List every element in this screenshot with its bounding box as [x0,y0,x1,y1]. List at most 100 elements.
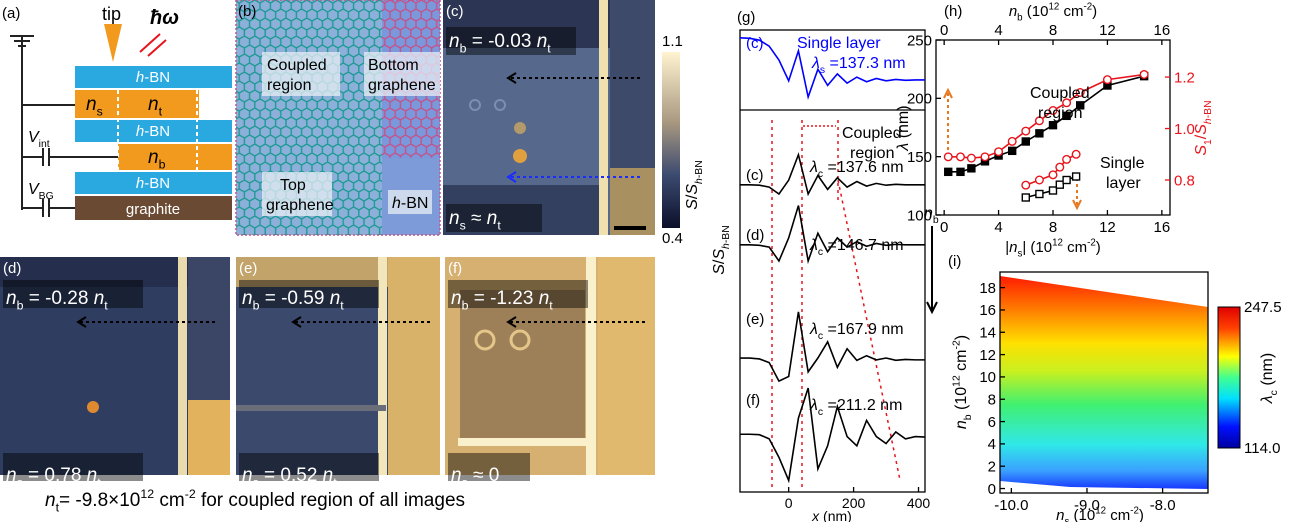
text-part: (10 [1069,507,1095,522]
text-part: n [86,94,97,115]
x2-tick-label: 4 [994,22,1002,39]
text-part: s [1064,517,1069,522]
text-part: = -0.03 [466,31,536,52]
layer-label: h-BN [136,123,170,140]
annotation: region [1038,105,1082,122]
text-part: b [17,299,24,313]
point [994,147,1004,157]
text-part: t [340,299,344,313]
text-part: n [537,31,548,52]
text-part: n [330,288,341,309]
series-line [740,152,925,197]
point [1055,162,1065,172]
text-part: = -0.28 [23,288,93,309]
text-part: n [953,420,970,429]
text-part: s [462,476,468,490]
text-part: λ [809,159,818,176]
text-part: cm [154,490,185,511]
x2-tick-label: 0 [940,22,948,39]
panel-label: (e) [239,260,257,277]
x2-tick-label: 12 [1099,22,1116,39]
text-part: = 0.52 [259,465,323,486]
text-part: n [45,490,56,511]
text-part: n [6,288,17,309]
x2-tick-label: 8 [1049,22,1057,39]
text-part: -BN [401,195,429,212]
panel-d-scan [0,257,230,481]
text-part: n [1009,239,1017,256]
series-line [739,37,925,100]
point [956,167,965,177]
x-tick-label: 16 [1153,219,1170,236]
text-part: n [449,208,460,229]
annotation: Coupled [1030,85,1090,102]
x2-tick-label: 16 [1153,22,1170,39]
y2-axis-title: S1/Sh-BN [1193,100,1214,155]
text-part: =146.7 nm [823,237,904,254]
text-part: b [1017,13,1023,24]
curve-label: (c) [746,35,764,52]
text-part: λ [811,55,820,72]
y-axis-title: S/Sh-BN [711,225,732,274]
text-part: t [497,219,501,233]
point [1076,101,1085,110]
colorbar-tick-label: 247.5 [1244,299,1282,316]
point [1062,98,1072,108]
point [1055,180,1065,189]
annotation: nb [924,205,939,226]
x-tick-label: 8 [1049,219,1057,236]
point [980,152,990,162]
nb-ratio-label: nb = -1.23 nt [451,288,553,313]
region-label: graphene [368,77,436,94]
text-part: V [28,181,40,198]
text-part: =167.9 nm [823,321,904,338]
point [1021,193,1030,202]
text-part: / [684,194,701,199]
text-part: c [818,169,823,180]
text-part: n [487,208,498,229]
y-tick-label: 12 [979,347,996,364]
text-part: ) [1096,239,1101,256]
text-part: n [148,94,159,115]
text-part: b [462,299,469,313]
text-part: S [711,249,728,260]
annotation: λs =137.3 nm [811,55,906,76]
y-tick-label: 14 [979,325,996,342]
panel-label: (a) [2,5,20,22]
text-part: (nm) [895,105,912,142]
text-part: n [924,205,933,222]
curve-label: (e) [746,311,764,328]
series-line [740,387,926,484]
ns-label: ns [86,94,103,119]
text-part: s [17,476,23,490]
point [1071,149,1081,159]
panel-label: (c) [446,3,464,20]
region-label: graphene [266,197,334,214]
text-part: -BN [144,123,170,140]
text-part: =137.3 nm [825,55,906,72]
panel-h-arrows [943,87,1082,211]
text-part: h [694,178,705,184]
text-part: n [148,147,159,168]
x-axis-title: |ns| (1012 cm-2) [1005,238,1101,260]
curve-label: (f) [746,392,760,409]
text-part: h [392,195,401,212]
colorbar-tick-label: 114.0 [1244,440,1280,457]
text-part: n [242,465,253,486]
text-part: S [1193,124,1210,135]
text-part: ≈ [466,208,487,229]
point [1062,154,1072,164]
vbg-label: VBG [28,181,54,202]
text-part: / [1193,134,1210,139]
y-tick-label: 6 [988,414,996,431]
text-part: 12 [1095,506,1106,517]
point [1062,175,1071,185]
y2-tick-label: 1.0 [1174,121,1195,138]
text-part: t [56,501,60,515]
tip-label: tip [102,4,121,24]
x2-axis-title: nb (1012 cm-2) [1009,2,1097,24]
text-part: λ [1259,395,1276,404]
text-part: h [721,243,732,249]
point [943,152,953,162]
text-part: 12 [1048,2,1059,13]
